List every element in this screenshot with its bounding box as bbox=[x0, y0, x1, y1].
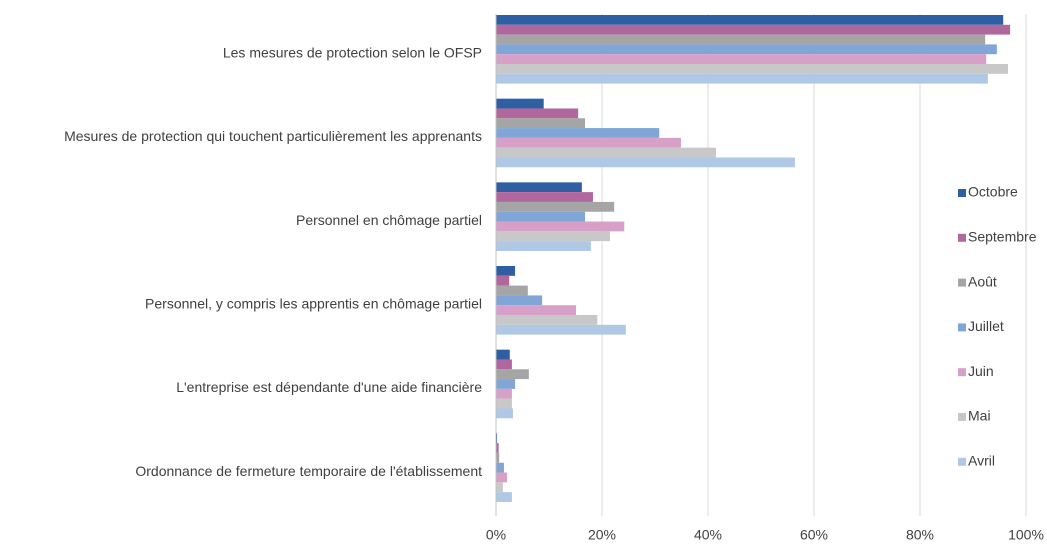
bar bbox=[496, 118, 586, 129]
x-tick-label: 40% bbox=[694, 527, 722, 543]
bar bbox=[496, 275, 510, 286]
bar bbox=[496, 443, 499, 453]
bar bbox=[496, 285, 528, 296]
legend-swatch bbox=[958, 368, 966, 377]
bar bbox=[496, 398, 512, 409]
bar bbox=[496, 73, 988, 84]
y-tick-label: L'entreprise est dépendante d'une aide f… bbox=[176, 379, 482, 395]
bar bbox=[496, 369, 529, 380]
legend-swatch bbox=[958, 189, 966, 197]
x-tick-label: 60% bbox=[800, 527, 828, 543]
bar bbox=[496, 128, 660, 138]
bar bbox=[496, 482, 503, 493]
legend-swatch bbox=[958, 457, 966, 466]
bar bbox=[496, 54, 987, 65]
bar bbox=[496, 492, 512, 502]
x-tick-label: 20% bbox=[588, 527, 616, 543]
bar bbox=[496, 15, 1004, 25]
bar bbox=[496, 34, 986, 45]
bar bbox=[496, 295, 543, 306]
bar bbox=[496, 359, 512, 370]
bar bbox=[496, 211, 586, 222]
y-tick-label: Personnel en chômage partiel bbox=[296, 212, 482, 228]
bar bbox=[496, 182, 582, 193]
bar bbox=[496, 157, 795, 168]
y-tick-label: Ordonnance de fermeture temporaire de l'… bbox=[135, 463, 482, 479]
bar bbox=[496, 388, 512, 399]
bar bbox=[496, 241, 591, 251]
y-tick-label: Les mesures de protection selon le OFSP bbox=[223, 45, 482, 61]
bar bbox=[496, 64, 1008, 74]
legend-label: Août bbox=[968, 273, 997, 289]
bar bbox=[496, 433, 498, 444]
bar bbox=[496, 201, 615, 212]
bar bbox=[496, 147, 716, 158]
legend-swatch bbox=[958, 323, 966, 332]
bar bbox=[496, 98, 544, 109]
bar bbox=[496, 408, 513, 419]
legend-label: Juin bbox=[968, 363, 994, 379]
bar bbox=[496, 221, 625, 232]
bar bbox=[496, 108, 579, 119]
bar bbox=[496, 44, 997, 55]
legend-swatch bbox=[958, 233, 966, 242]
legend-label: Mai bbox=[968, 408, 991, 424]
bar bbox=[496, 472, 508, 483]
bar bbox=[496, 324, 626, 335]
legend-label: Septembre bbox=[968, 229, 1037, 245]
bar bbox=[496, 349, 510, 360]
y-tick-label: Mesures de protection qui touchent parti… bbox=[64, 128, 482, 144]
x-tick-label: 80% bbox=[906, 527, 934, 543]
bar bbox=[496, 452, 500, 463]
y-tick-label: Personnel, y compris les apprentis en ch… bbox=[145, 296, 482, 312]
legend-swatch bbox=[958, 278, 966, 287]
bar bbox=[496, 315, 598, 325]
bar bbox=[496, 379, 516, 389]
x-tick-label: 100% bbox=[1008, 527, 1044, 543]
bar bbox=[496, 462, 504, 473]
bar bbox=[496, 24, 1011, 35]
legend-label: Juillet bbox=[968, 318, 1004, 334]
bar bbox=[496, 192, 593, 202]
legend-swatch bbox=[958, 413, 966, 421]
legend-label: Avril bbox=[968, 453, 995, 469]
bar bbox=[496, 266, 516, 276]
bar bbox=[496, 305, 577, 316]
x-tick-label: 0% bbox=[486, 527, 506, 543]
bar bbox=[496, 137, 681, 148]
bar bbox=[496, 231, 610, 242]
legend-label: Octobre bbox=[968, 184, 1018, 200]
